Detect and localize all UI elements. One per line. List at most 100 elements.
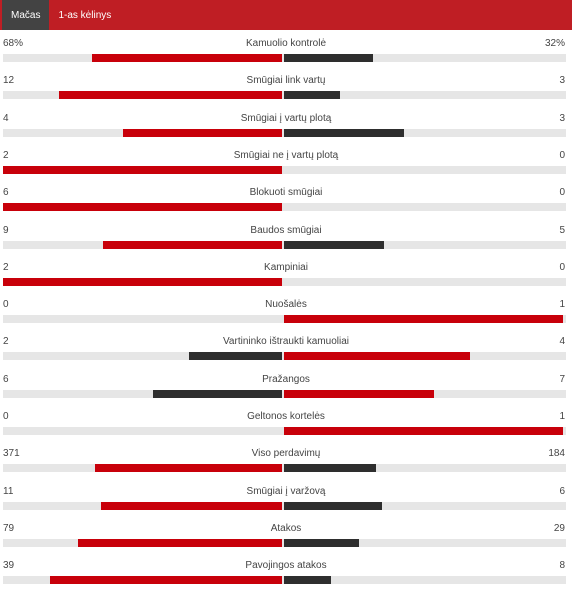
away-value: 8 [559,560,565,572]
away-value: 184 [548,448,565,460]
stat-label: Baudos smūgiai [250,224,322,236]
stat-label: Pražangos [262,373,310,385]
away-bar [284,464,377,473]
stat-bar-track [3,501,566,510]
away-bar [284,427,563,435]
home-bar [3,277,282,286]
stat-row: 9 Baudos smūgiai 5 [0,220,572,257]
away-bar [284,352,470,361]
home-bar [77,538,282,547]
home-value: 11 [3,485,14,497]
stat-row: 2 Vartininko ištraukti kamuoliai 4 [0,331,572,368]
home-bar [58,91,282,100]
stat-label: Kampiniai [264,261,308,273]
home-value: 6 [3,373,9,385]
stat-label: Viso perdavimų [251,448,321,460]
away-value: 1 [559,299,565,311]
away-value: 5 [559,224,565,236]
home-bar [3,203,282,212]
stat-label: Geltonos kortelės [247,411,325,422]
home-value: 79 [3,522,15,534]
away-value: 6 [559,485,565,497]
stat-row: 371 Viso perdavimų 184 [0,443,572,480]
away-value: 0 [559,261,565,273]
stat-bar-track [3,128,566,137]
away-bar [284,128,404,137]
tab-first-half[interactable]: 1-as kėlinys [58,9,112,21]
stat-bar-track [3,240,566,249]
stat-row: 39 Pavojingos atakos 8 [0,555,572,592]
stat-row: 12 Smūgiai link vartų 3 [0,70,572,107]
away-value: 0 [559,149,565,161]
away-bar [284,389,435,398]
away-value: 32% [544,38,565,49]
stat-bar-track [3,91,566,100]
stat-row: 68% Kamuolio kontrolė 32% [0,33,572,70]
stat-row: 11 Smūgiai į varžovą 6 [0,481,572,518]
stat-label: Pavojingos atakos [245,560,327,572]
away-bar [284,240,384,249]
stat-bar-track [3,165,566,174]
stat-label: Kamuolio kontrolė [245,38,327,49]
away-value: 3 [559,112,565,124]
stat-bar-track [3,315,566,324]
stat-label: Smūgiai link vartų [246,75,326,87]
home-value: 2 [3,336,9,348]
home-value: 4 [3,112,9,124]
home-bar [101,501,282,510]
stat-row: 2 Kampiniai 0 [0,257,572,294]
away-bar [284,91,340,100]
stat-row: 2 Smūgiai ne į vartų plotą 0 [0,145,572,182]
away-value: 7 [559,373,565,385]
home-value: 2 [3,261,9,273]
away-bar [284,501,383,510]
home-bar [3,165,282,174]
stat-bar-track [3,427,566,435]
stat-bar-track [3,576,566,585]
stat-row: 0 Geltonos kortelės 1 [0,406,572,443]
home-bar [50,576,282,585]
home-bar [189,352,282,361]
home-value: 68% [3,38,24,49]
home-value: 39 [3,560,15,572]
stat-bar-track [3,54,566,62]
stat-row: 0 Nuošalės 1 [0,294,572,331]
stat-bar-track [3,538,566,547]
stat-row: 6 Pražangos 7 [0,369,572,406]
away-value: 3 [559,75,565,87]
stat-bar-track [3,352,566,361]
stat-label: Vartininko ištraukti kamuoliai [223,336,349,348]
stat-bar-track [3,464,566,473]
away-value: 29 [553,522,565,534]
home-value: 6 [3,187,9,199]
home-value: 0 [3,411,9,422]
stat-row: 6 Blokuoti smūgiai 0 [0,182,572,219]
stat-bar-track [3,203,566,212]
stat-label: Smūgiai ne į vartų plotą [233,149,339,161]
stat-label: Atakos [270,522,302,534]
stat-bar-track [3,277,566,286]
home-bar [95,464,282,473]
home-bar [92,54,282,62]
home-value: 9 [3,224,9,236]
stat-row: 4 Smūgiai į vartų plotą 3 [0,108,572,145]
away-value: 0 [559,187,565,199]
away-bar [284,576,332,585]
home-value: 371 [3,448,20,460]
away-bar [284,54,374,62]
home-value: 0 [3,299,9,311]
period-tabs: Mačas 1-as kėlinys [0,0,572,30]
home-bar [122,128,282,137]
home-bar [153,389,282,398]
stat-label: Nuošalės [265,299,307,311]
stat-row: 79 Atakos 29 [0,518,572,555]
home-value: 12 [3,75,15,87]
home-bar [102,240,282,249]
stat-bar-track [3,389,566,398]
stat-label: Blokuoti smūgiai [249,187,323,199]
away-value: 4 [559,336,565,348]
away-value: 1 [559,411,565,422]
away-bar [284,315,563,324]
tab-match[interactable]: Mačas [2,0,50,30]
home-value: 2 [3,149,9,161]
